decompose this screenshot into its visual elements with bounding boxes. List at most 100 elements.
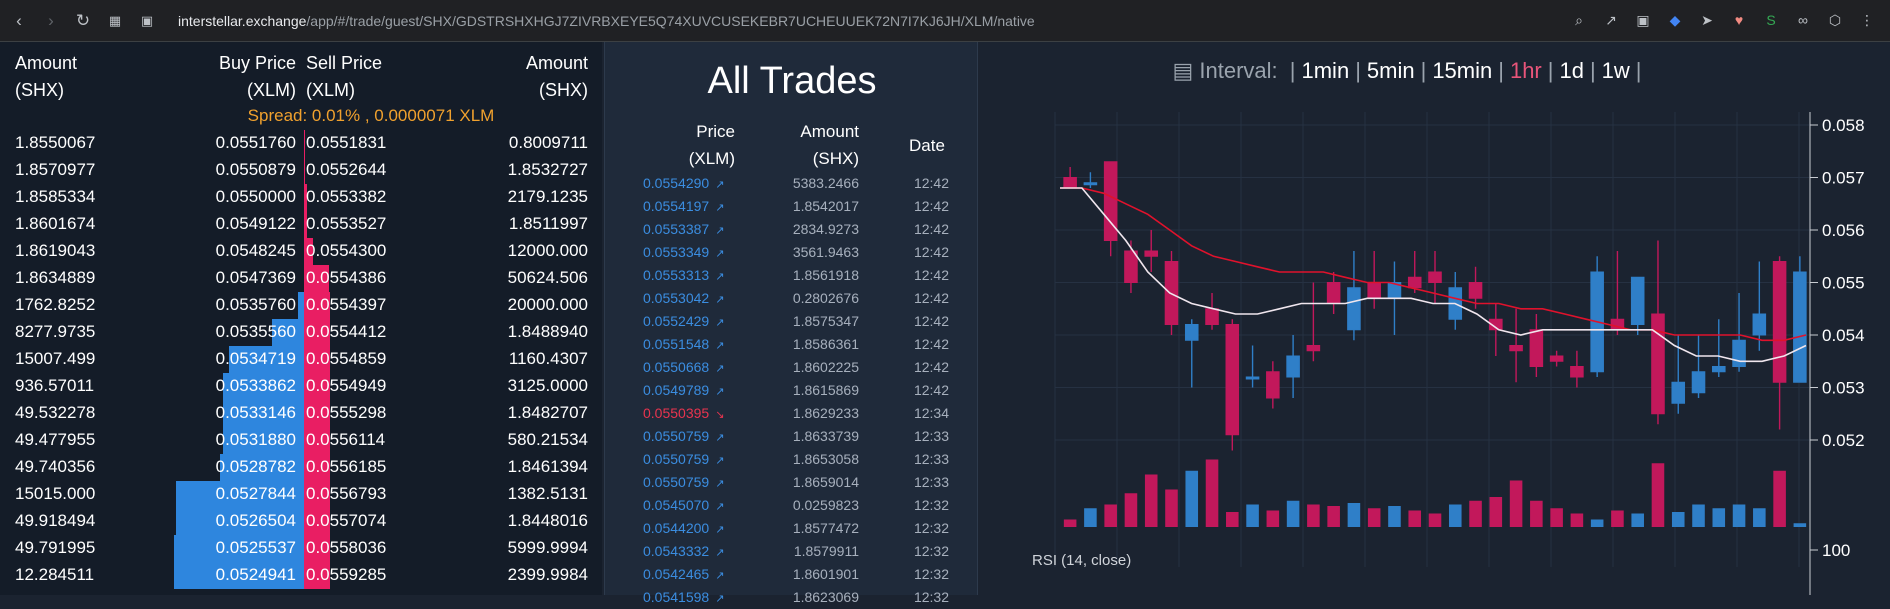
trade-row[interactable]: 0.0550759 ↗ 1.8659014 12:33 (605, 471, 979, 494)
spread-label: Spread: 0.01% , 0.0000071 XLM (247, 106, 495, 125)
order-book-row[interactable]: 1.8601674 0.0549122 0.0553527 1.8511997 (0, 211, 602, 238)
reload-icon[interactable]: ↻ (75, 10, 91, 30)
trade-row[interactable]: 0.0550759 ↗ 1.8653058 12:33 (605, 448, 979, 471)
buy-price: 0.0531880 (215, 430, 296, 449)
trade-row[interactable]: 0.0541598 ↗ 1.8623069 12:32 (605, 586, 979, 609)
order-book-row[interactable]: 1.8619043 0.0548245 0.0554300 12000.000 (0, 238, 602, 265)
order-book-row[interactable]: 1.8634889 0.0547369 0.0554386 50624.506 (0, 265, 602, 292)
candle-body (1144, 250, 1159, 257)
trade-price: 0.0542465 ↗ (643, 566, 724, 582)
order-book-row[interactable]: 8277.9735 0.0535560 0.0554412 1.8488940 (0, 319, 602, 346)
order-book-row[interactable]: 1762.8252 0.0535760 0.0554397 20000.000 (0, 292, 602, 319)
trend-up-icon: ↗ (715, 570, 725, 582)
interval-option[interactable]: 5min (1366, 58, 1415, 83)
shield-icon[interactable]: ◆ (1669, 11, 1681, 28)
forward-icon[interactable]: › (48, 10, 54, 30)
buy-amount: 49.791995 (15, 538, 96, 557)
order-book-row[interactable]: 15007.499 0.0534719 0.0554859 1160.4307 (0, 346, 602, 373)
glasses-icon[interactable]: ∞ (1798, 12, 1808, 28)
trade-row[interactable]: 0.0554290 ↗ 5383.2466 12:42 (605, 172, 979, 195)
camera-icon[interactable]: ▣ (1636, 11, 1650, 28)
trade-row[interactable]: 0.0542465 ↗ 1.8601901 12:32 (605, 563, 979, 586)
candle-body (1083, 182, 1098, 186)
trade-row[interactable]: 0.0552429 ↗ 1.8575347 12:42 (605, 310, 979, 333)
interval-option[interactable]: 1hr (1509, 58, 1542, 83)
sell-price: 0.0558036 (306, 538, 387, 557)
trade-price: 0.0552429 ↗ (643, 313, 724, 329)
sell-price: 0.0554397 (306, 295, 387, 314)
header-sell-price: Sell Price (XLM) (306, 50, 382, 104)
candlestick-chart[interactable]: 0.058 0.057 0.056 0.055 0.054 0.053 0.052 100 (980, 42, 1890, 595)
sell-amount: 1382.5131 (507, 484, 588, 503)
moving-average-slow-line (1060, 187, 1807, 342)
trade-row[interactable]: 0.0549789 ↗ 1.8615869 12:42 (605, 379, 979, 402)
trade-price-value: 0.0550759 (643, 428, 710, 444)
volume-bar (1124, 493, 1138, 527)
volume-bar (1692, 504, 1705, 527)
trade-row[interactable]: 0.0553042 ↗ 0.2802676 12:42 (605, 287, 979, 310)
cube-icon[interactable]: ⬡ (1828, 11, 1842, 28)
trade-date: 12:42 (913, 198, 949, 214)
order-book-row[interactable]: 1.8570977 0.0550879 0.0552644 1.8532727 (0, 157, 602, 184)
trend-up-icon: ↗ (715, 202, 725, 214)
interval-option[interactable]: 1w (1601, 58, 1630, 83)
order-book-row[interactable]: 1.8585334 0.0550000 0.0553382 2179.1235 (0, 184, 602, 211)
sell-price: 0.0553382 (306, 187, 387, 206)
heart-icon[interactable]: ♥ (1734, 12, 1744, 28)
extension-s-icon[interactable]: S (1766, 12, 1776, 28)
order-book-row[interactable]: 936.57011 0.0533862 0.0554949 3125.0000 (0, 373, 602, 400)
trade-price: 0.0550668 ↗ (643, 359, 724, 375)
sell-amount: 20000.000 (507, 295, 588, 314)
sell-price: 0.0559285 (306, 565, 387, 584)
trade-amount: 5383.2466 (792, 175, 859, 191)
trade-date: 12:42 (913, 336, 949, 352)
trade-amount: 1.8575347 (792, 313, 859, 329)
candle-body (1489, 318, 1503, 331)
volume-bar (1671, 512, 1685, 527)
trade-row[interactable]: 0.0550668 ↗ 1.8602225 12:42 (605, 356, 979, 379)
all-trades-panel: All Trades Price (XLM) Amount (SHX) Date… (604, 42, 979, 605)
trade-row[interactable]: 0.0553349 ↗ 3561.9463 12:42 (605, 241, 979, 264)
search-icon[interactable]: ⌕ (1575, 11, 1583, 28)
share-icon[interactable]: ↗ (1605, 11, 1617, 28)
volume-bar (1408, 510, 1422, 527)
trade-row[interactable]: 0.0554197 ↗ 1.8542017 12:42 (605, 195, 979, 218)
volume-bar (1469, 500, 1482, 527)
sell-depth-bar (304, 427, 330, 454)
trade-row[interactable]: 0.0550395 ↘ 1.8629233 12:34 (605, 402, 979, 425)
back-icon[interactable]: ‹ (16, 10, 22, 30)
order-book-row[interactable]: 49.791995 0.0525537 0.0558036 5999.9994 (0, 535, 602, 562)
candle-body (1428, 271, 1442, 283)
trade-row[interactable]: 0.0551548 ↗ 1.8586361 12:42 (605, 333, 979, 356)
interval-option[interactable]: 1d (1559, 58, 1584, 83)
order-book-row[interactable]: 49.740356 0.0528782 0.0556185 1.8461394 (0, 454, 602, 481)
send-icon[interactable]: ➤ (1701, 11, 1713, 28)
interval-option[interactable]: 15min (1432, 58, 1493, 83)
trade-row[interactable]: 0.0544200 ↗ 1.8577472 12:32 (605, 517, 979, 540)
header-buy-price: Buy Price (XLM) (219, 50, 296, 104)
lock-icon[interactable]: ▣ (140, 12, 154, 28)
y-tick-label: 0.057 (1822, 169, 1865, 188)
menu-icon[interactable]: ⋮ (1860, 11, 1874, 28)
sell-depth-bar (304, 292, 330, 319)
interval-option[interactable]: 1min (1301, 58, 1350, 83)
moving-average-fast-line (1060, 187, 1807, 363)
trade-row[interactable]: 0.0550759 ↗ 1.8633739 12:33 (605, 425, 979, 448)
order-book-row[interactable]: 49.477955 0.0531880 0.0556114 580.21534 (0, 427, 602, 454)
tabs-grid-icon[interactable]: ▦ (108, 12, 122, 28)
sell-price: 0.0554300 (306, 241, 387, 260)
candle-body (1549, 355, 1564, 362)
interval-separator: | (1547, 58, 1554, 83)
address-bar[interactable]: interstellar.exchange/app/#/trade/guest/… (178, 13, 1035, 29)
order-book-row[interactable]: 15015.000 0.0527844 0.0556793 1382.5131 (0, 481, 602, 508)
order-book-row[interactable]: 49.532278 0.0533146 0.0555298 1.8482707 (0, 400, 602, 427)
trade-row[interactable]: 0.0553387 ↗ 2834.9273 12:42 (605, 218, 979, 241)
trade-row[interactable]: 0.0553313 ↗ 1.8561918 12:42 (605, 264, 979, 287)
trade-row[interactable]: 0.0545070 ↗ 0.0259823 12:32 (605, 494, 979, 517)
trend-up-icon: ↗ (715, 524, 725, 536)
trade-price: 0.0551548 ↗ (643, 336, 724, 352)
trade-row[interactable]: 0.0543332 ↗ 1.8579911 12:32 (605, 540, 979, 563)
order-book-row[interactable]: 12.284511 0.0524941 0.0559285 2399.9984 (0, 562, 602, 589)
order-book-row[interactable]: 1.8550067 0.0551760 0.0551831 0.8009711 (0, 130, 602, 157)
order-book-row[interactable]: 49.918494 0.0526504 0.0557074 1.8448016 (0, 508, 602, 535)
